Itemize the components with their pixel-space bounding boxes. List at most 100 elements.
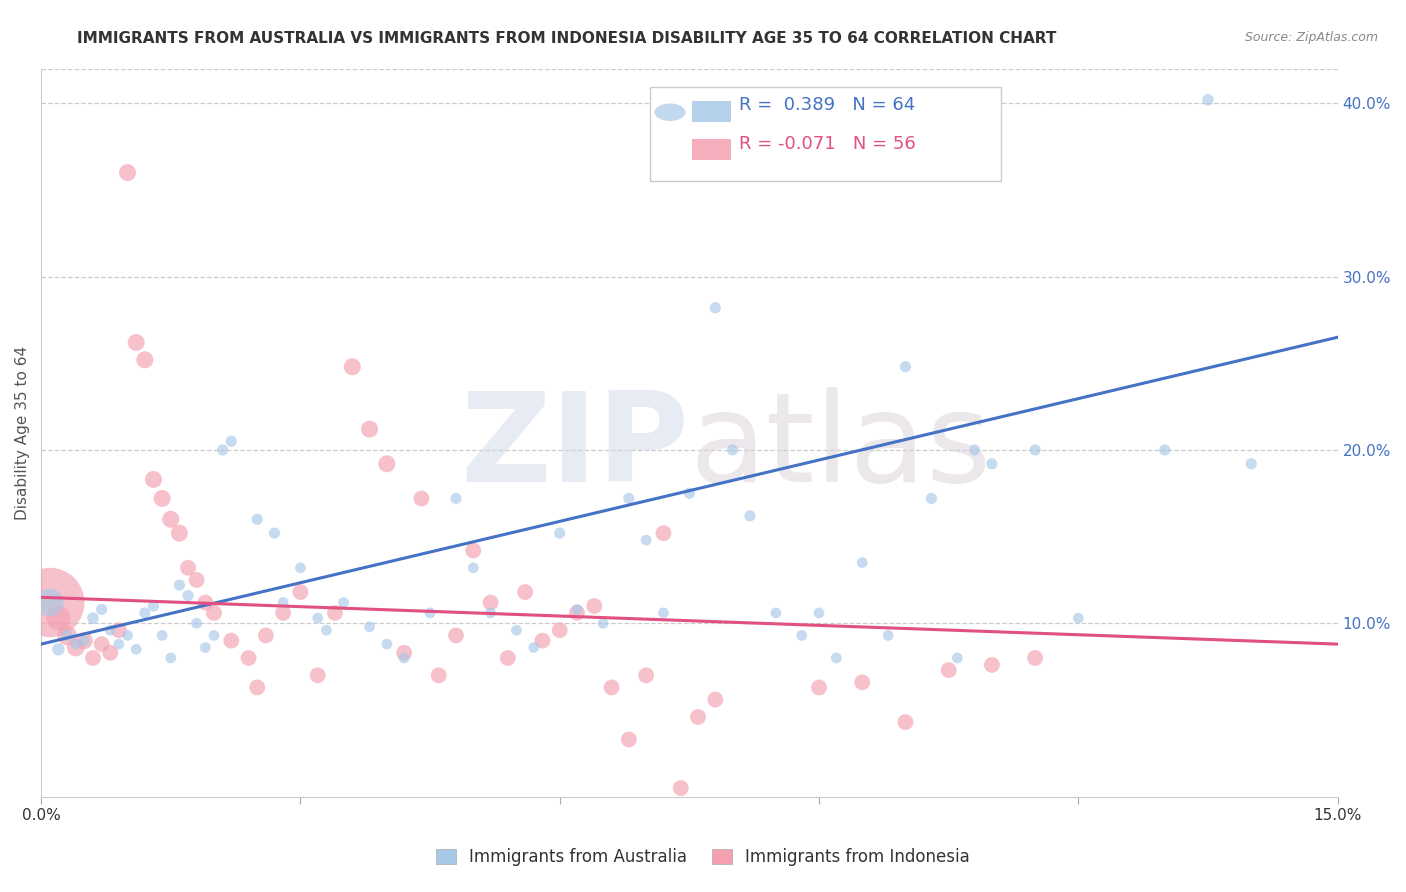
Point (342, 359, 364, 374)
Point (38, 595, 60, 609)
Point (134, 352, 156, 367)
Point (583, 599, 606, 613)
Point (1197, 93, 1219, 107)
Text: Source: ZipAtlas.com: Source: ZipAtlas.com (1244, 31, 1378, 45)
Point (307, 668, 329, 682)
Point (419, 606, 441, 620)
Point (636, 533, 658, 547)
Point (980, 457, 1002, 471)
Point (332, 595, 354, 609)
Point (142, 472, 165, 486)
Point (73, 633, 96, 648)
Point (177, 561, 200, 575)
Point (496, 651, 519, 665)
Point (125, 335, 148, 350)
Point (894, 715, 917, 730)
Point (271, 606, 294, 620)
Point (315, 624, 337, 638)
Point (790, 628, 813, 642)
Point (548, 624, 571, 638)
Point (669, 780, 692, 795)
Text: IMMIGRANTS FROM AUSTRALIA VS IMMIGRANTS FROM INDONESIA DISABILITY AGE 35 TO 64 C: IMMIGRANTS FROM AUSTRALIA VS IMMIGRANTS … (77, 31, 1057, 46)
Point (254, 628, 277, 642)
Point (505, 624, 527, 638)
Point (219, 633, 242, 648)
Point (765, 606, 787, 620)
Point (851, 675, 873, 690)
Point (169, 578, 191, 592)
FancyBboxPatch shape (692, 102, 731, 121)
Point (186, 573, 208, 587)
FancyBboxPatch shape (692, 139, 731, 160)
Text: ZIP: ZIP (461, 386, 689, 508)
Point (444, 628, 467, 642)
Point (463, 543, 485, 558)
Point (375, 457, 398, 471)
Point (808, 606, 831, 620)
Point (515, 585, 537, 599)
Point (565, 606, 588, 620)
Point (56, 628, 79, 642)
Point (202, 606, 225, 620)
Point (307, 611, 329, 625)
Point (65, 640, 87, 655)
Point (108, 637, 131, 651)
Text: atlas: atlas (689, 386, 991, 508)
Text: R = -0.071   N = 56: R = -0.071 N = 56 (738, 135, 915, 153)
FancyBboxPatch shape (651, 87, 1001, 181)
Point (290, 561, 312, 575)
Point (73, 633, 96, 648)
Point (678, 486, 700, 500)
Point (463, 561, 485, 575)
Point (444, 491, 467, 506)
Point (738, 508, 761, 523)
Point (531, 633, 554, 648)
Point (652, 606, 675, 620)
Point (98, 624, 121, 638)
Point (98, 646, 121, 660)
Point (565, 602, 588, 616)
Point (359, 620, 381, 634)
Point (159, 651, 181, 665)
Point (211, 442, 233, 457)
Point (271, 595, 294, 609)
Point (523, 640, 546, 655)
Point (90, 602, 112, 616)
Point (617, 491, 640, 506)
Point (721, 442, 744, 457)
Circle shape (654, 103, 686, 121)
Point (963, 442, 986, 457)
Point (1153, 442, 1175, 457)
Legend: Immigrants from Australia, Immigrants from Indonesia: Immigrants from Australia, Immigrants fr… (427, 840, 979, 875)
Point (1067, 611, 1090, 625)
Point (894, 359, 917, 374)
Point (238, 651, 260, 665)
Point (851, 556, 873, 570)
Point (427, 668, 450, 682)
Point (90, 637, 112, 651)
Point (479, 606, 502, 620)
Point (142, 599, 165, 613)
Point (686, 710, 709, 724)
Point (194, 595, 217, 609)
Point (117, 628, 139, 642)
Point (48, 611, 70, 625)
Point (938, 663, 960, 677)
Point (920, 491, 942, 506)
Point (150, 491, 173, 506)
Point (411, 491, 433, 506)
Point (636, 668, 658, 682)
Point (290, 585, 312, 599)
Point (392, 646, 415, 660)
Y-axis label: Disability Age 35 to 64: Disability Age 35 to 64 (15, 345, 30, 520)
Point (392, 651, 415, 665)
Point (375, 637, 398, 651)
Point (592, 616, 614, 631)
Point (82, 651, 104, 665)
Point (177, 589, 200, 603)
Point (108, 624, 131, 638)
Point (38, 595, 60, 609)
Point (65, 637, 87, 651)
Point (186, 616, 208, 631)
Point (479, 595, 502, 609)
